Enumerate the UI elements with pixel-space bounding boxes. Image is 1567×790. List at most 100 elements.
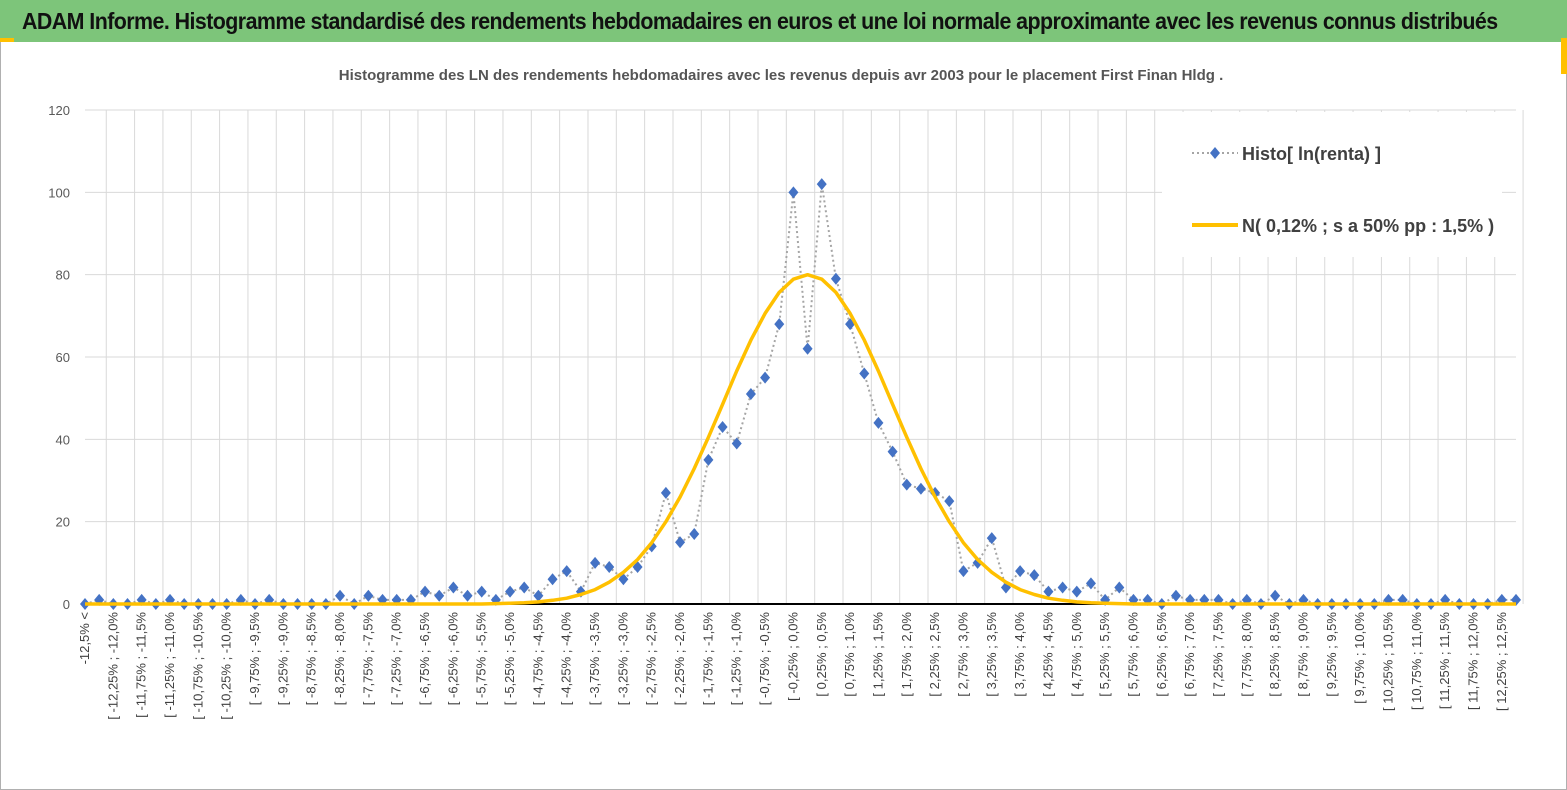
y-tick-label: 100 bbox=[48, 185, 70, 200]
x-tick-label: [ 10,25% ; 10,5% bbox=[1380, 612, 1395, 711]
x-tick-label: [ 4,25% ; 4,5% bbox=[1040, 612, 1055, 697]
page-title: ADAM Informe. Histogramme standardisé de… bbox=[22, 8, 1498, 34]
x-tick-label: [ 11,75% ; 12,0% bbox=[1465, 612, 1480, 710]
legend-box bbox=[1162, 112, 1502, 257]
x-tick-label: [ 8,75% ; 9,0% bbox=[1295, 612, 1310, 697]
data-point bbox=[561, 565, 572, 578]
x-tick-label: [ 3,75% ; 4,0% bbox=[1012, 612, 1027, 697]
legend-marker bbox=[1210, 147, 1220, 159]
x-tick-label: [ -6,75% ; -6,5% bbox=[417, 612, 432, 706]
x-tick-label: [ 6,25% ; 6,5% bbox=[1154, 612, 1169, 697]
data-point bbox=[363, 589, 374, 602]
chart-title: Histogramme des LN des rendements hebdom… bbox=[339, 67, 1223, 84]
title-bar bbox=[0, 0, 1567, 42]
data-point bbox=[830, 272, 841, 285]
legend-label: Histo[ ln(renta) ] bbox=[1242, 144, 1381, 164]
x-tick-label: [ -0,25% ; 0,0% bbox=[785, 612, 800, 701]
x-tick-label: [ -8,75% ; -8,5% bbox=[304, 612, 319, 706]
data-point bbox=[476, 585, 487, 598]
data-point bbox=[335, 589, 346, 602]
data-point bbox=[1071, 585, 1082, 598]
data-point bbox=[533, 589, 544, 602]
data-point bbox=[731, 437, 742, 450]
x-tick-label: [ -2,25% ; -2,0% bbox=[672, 612, 687, 706]
data-point bbox=[547, 573, 558, 586]
data-point bbox=[944, 495, 955, 508]
x-tick-label: [ -9,75% ; -9,5% bbox=[247, 612, 262, 706]
x-tick-label: [ 5,25% ; 5,5% bbox=[1097, 612, 1112, 697]
data-point bbox=[1270, 589, 1281, 602]
x-tick-label: [ -1,75% ; -1,5% bbox=[700, 612, 715, 706]
data-point bbox=[1043, 585, 1054, 598]
data-point bbox=[745, 388, 756, 401]
data-point bbox=[604, 560, 615, 573]
data-point bbox=[590, 556, 601, 569]
x-tick-label: [ 7,25% ; 7,5% bbox=[1210, 612, 1225, 697]
y-tick-label: 60 bbox=[56, 350, 70, 365]
x-tick-label: [ -8,25% ; -8,0% bbox=[332, 612, 347, 706]
data-point bbox=[717, 420, 728, 433]
data-point bbox=[420, 585, 431, 598]
x-tick-label: [ -1,25% ; -1,0% bbox=[729, 612, 744, 706]
data-point bbox=[958, 565, 969, 578]
x-tick-label: [ 3,25% ; 3,5% bbox=[984, 612, 999, 697]
x-tick-label: [ -3,25% ; -3,0% bbox=[615, 612, 630, 706]
x-tick-label: [ 10,75% ; 11,0% bbox=[1409, 612, 1424, 710]
data-point bbox=[760, 371, 771, 384]
data-point bbox=[519, 581, 530, 594]
data-point bbox=[802, 342, 813, 355]
x-tick-label: -12,5% < bbox=[77, 612, 92, 664]
x-tick-label: [ -4,75% ; -4,5% bbox=[530, 612, 545, 706]
data-point bbox=[448, 581, 459, 594]
x-tick-label: [ -3,75% ; -3,5% bbox=[587, 612, 602, 706]
data-point bbox=[986, 532, 997, 545]
data-point bbox=[434, 589, 445, 602]
data-point bbox=[915, 482, 926, 495]
data-point bbox=[618, 573, 629, 586]
x-tick-label: [ -4,25% ; -4,0% bbox=[559, 612, 574, 706]
x-tick-label: [ -7,25% ; -7,0% bbox=[389, 612, 404, 706]
x-tick-label: [ 4,75% ; 5,0% bbox=[1069, 612, 1084, 697]
x-tick-label: [ 6,75% ; 7,0% bbox=[1182, 612, 1197, 697]
x-tick-label: [ -5,75% ; -5,5% bbox=[474, 612, 489, 706]
x-tick-label: [ -10,75% ; -10,5% bbox=[190, 612, 205, 720]
data-point bbox=[1015, 565, 1026, 578]
chart: Histogramme des LN des rendements hebdom… bbox=[48, 67, 1524, 720]
x-tick-label: [ 11,25% ; 11,5% bbox=[1437, 612, 1452, 710]
accent bbox=[1561, 38, 1567, 74]
legend-label: N( 0,12% ; s a 50% pp : 1,5% ) bbox=[1242, 216, 1494, 236]
x-tick-label: [ -11,75% ; -11,5% bbox=[134, 612, 149, 718]
data-point bbox=[873, 416, 884, 429]
x-tick-label: [ -2,75% ; -2,5% bbox=[644, 612, 659, 706]
data-point bbox=[660, 486, 671, 499]
data-point bbox=[774, 318, 785, 331]
x-tick-label: [ -0,75% ; -0,5% bbox=[757, 612, 772, 706]
data-point bbox=[1170, 589, 1181, 602]
x-tick-label: [ -11,25% ; -11,0% bbox=[162, 612, 177, 718]
y-tick-label: 120 bbox=[48, 103, 70, 118]
y-tick-label: 20 bbox=[56, 515, 70, 530]
data-point bbox=[859, 367, 870, 380]
accent bbox=[0, 38, 14, 42]
x-tick-label: [ 7,75% ; 8,0% bbox=[1239, 612, 1254, 697]
y-tick-label: 40 bbox=[56, 432, 70, 447]
x-tick-label: [ -9,25% ; -9,0% bbox=[275, 612, 290, 706]
data-point bbox=[703, 453, 714, 466]
y-tick-label: 80 bbox=[56, 268, 70, 283]
x-tick-label: [ 5,75% ; 6,0% bbox=[1125, 612, 1140, 697]
x-tick-label: [ -6,25% ; -6,0% bbox=[445, 612, 460, 706]
series-line bbox=[85, 272, 1516, 606]
x-tick-label: [ -7,75% ; -7,5% bbox=[360, 612, 375, 706]
data-point bbox=[675, 536, 686, 549]
data-point bbox=[901, 478, 912, 491]
x-tick-label: [ 1,25% ; 1,5% bbox=[870, 612, 885, 697]
x-tick-label: [ 1,75% ; 2,0% bbox=[899, 612, 914, 697]
data-point bbox=[887, 445, 898, 458]
x-tick-label: [ 2,75% ; 3,0% bbox=[955, 612, 970, 697]
data-point bbox=[689, 528, 700, 541]
data-point bbox=[462, 589, 473, 602]
x-tick-label: [ 8,25% ; 8,5% bbox=[1267, 612, 1282, 697]
data-point bbox=[1057, 581, 1068, 594]
